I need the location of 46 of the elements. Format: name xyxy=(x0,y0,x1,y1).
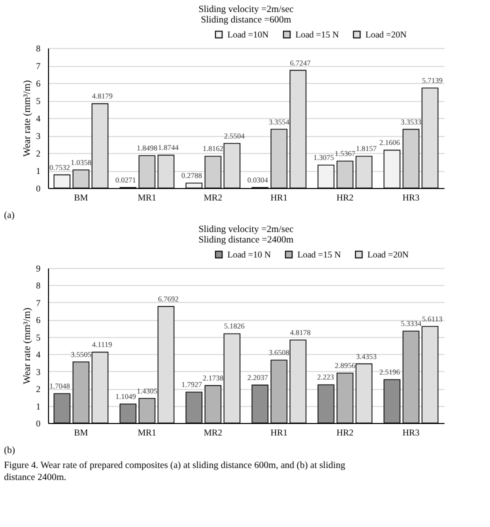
x-tick-label: BM xyxy=(74,428,88,438)
chart-title: Sliding velocity =2m/sec xyxy=(198,5,294,15)
chart-subtitle: Sliding distance =600m xyxy=(200,16,292,26)
y-tick-label: 8 xyxy=(36,44,41,54)
y-axis-title: Wear rate (mm³/m) xyxy=(22,308,33,384)
legend-label: Load =15 N xyxy=(295,30,340,40)
y-tick-label: 2 xyxy=(36,148,40,158)
legend-label: Load =20N xyxy=(367,250,410,260)
y-axis-title: Wear rate (mm³/m) xyxy=(22,80,33,157)
caption: Figure 4. Wear rate of prepared composites (a) at sliding distance 600m, and (b) at sliding distance 2400m. xyxy=(4,461,346,483)
chart-title: Sliding velocity =2m/sec xyxy=(198,225,294,235)
x-tick-label: HR3 xyxy=(402,192,420,202)
x-tick-label: BM xyxy=(74,192,88,202)
y-tick-label: 0 xyxy=(36,418,41,428)
y-tick-label: 4 xyxy=(36,350,41,360)
legend-label: Load =15 N xyxy=(297,250,342,260)
chart-subtitle: Sliding distance =2400m xyxy=(198,236,294,246)
y-tick-label: 1 xyxy=(36,166,40,176)
x-tick-label: HR1 xyxy=(270,192,288,202)
x-tick-label: MR2 xyxy=(204,428,222,438)
y-tick-label: 8 xyxy=(36,280,41,291)
y-tick-label: 6 xyxy=(36,315,41,326)
legend-label: Load =10 N xyxy=(227,250,272,260)
text: (a) xyxy=(4,211,15,221)
x-tick-label: HR2 xyxy=(336,428,354,438)
x-tick-label: HR3 xyxy=(402,428,420,438)
y-tick-label: 5 xyxy=(36,332,41,342)
x-tick-label: MR2 xyxy=(204,192,222,202)
y-tick-label: 6 xyxy=(36,78,41,88)
x-tick-label: HR2 xyxy=(336,192,354,202)
y-tick-label: 7 xyxy=(36,61,41,71)
y-tick-label: 1 xyxy=(36,401,40,412)
y-tick-label: 2 xyxy=(36,384,40,394)
y-tick-label: 4 xyxy=(36,114,41,124)
y-tick-label: 3 xyxy=(36,131,41,141)
x-tick-label: MR1 xyxy=(138,192,156,202)
y-tick-label: 3 xyxy=(36,366,41,377)
text: (b) xyxy=(4,446,16,456)
y-tick-label: 5 xyxy=(36,96,41,106)
y-tick-label: 0 xyxy=(36,184,41,194)
x-tick-label: MR1 xyxy=(138,428,156,438)
x-tick-label: HR1 xyxy=(270,428,288,438)
legend-label: Load =10N xyxy=(227,30,270,40)
y-tick-label: 9 xyxy=(36,264,41,274)
y-tick-label: 7 xyxy=(36,298,41,308)
legend-label: Load =20N xyxy=(365,30,408,40)
